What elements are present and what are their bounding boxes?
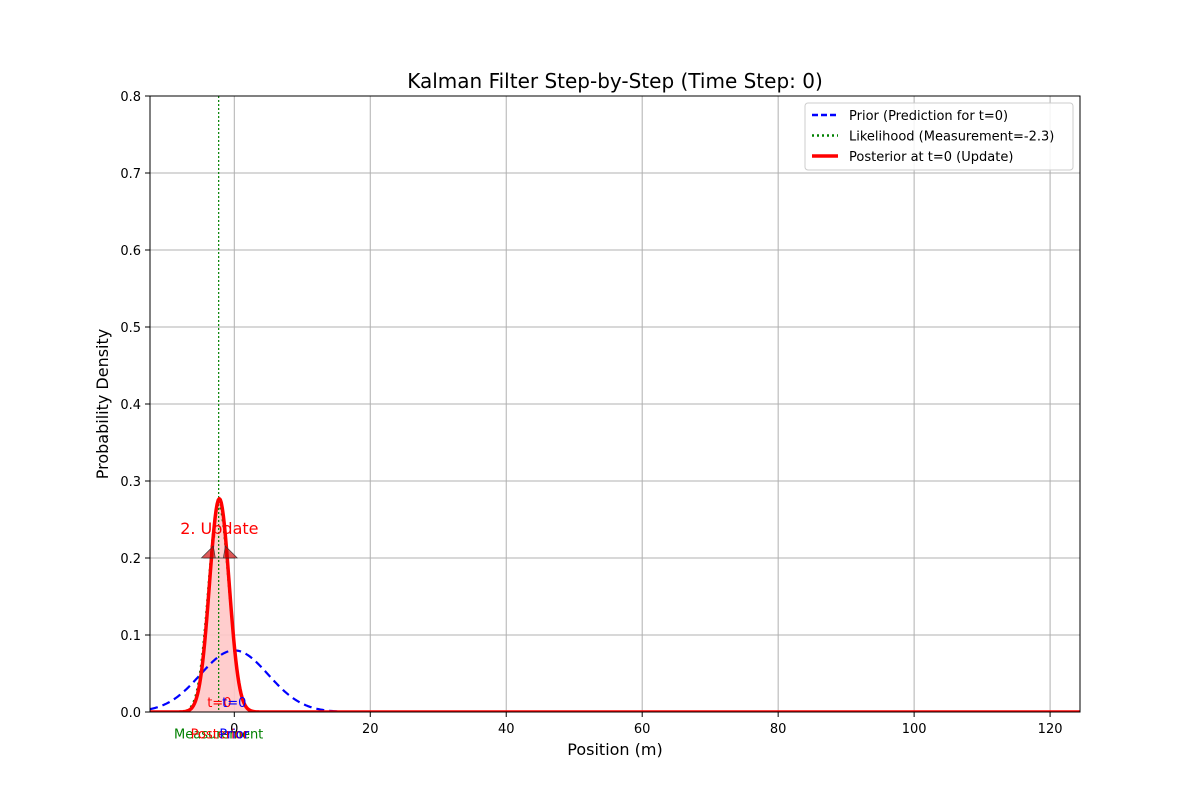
y-tick-label: 0.6 [120,244,141,259]
t0-posterior-label: t=0 [207,696,231,711]
legend-item-posterior-label: Posterior at t=0 (Update) [849,150,1013,165]
series-layer [150,96,1080,712]
y-tick-label: 0.8 [120,90,141,105]
measurement-label: Measurement [174,728,263,743]
x-tick-label: 20 [362,722,379,737]
chart-title: Kalman Filter Step-by-Step (Time Step: 0… [407,69,823,93]
x-tick-label: 60 [634,722,651,737]
y-tick-label: 0.0 [120,706,141,721]
y-axis-label: Probability Density [93,329,112,480]
prior-label: Prior [219,728,250,743]
y-tick-label: 0.4 [120,398,141,413]
legend-item-prior-label: Prior (Prediction for t=0) [849,109,1008,124]
legend: Prior (Prediction for t=0) Likelihood (Me… [804,102,1074,171]
x-axis-label: Position (m) [567,740,662,759]
legend-item-likelihood-label: Likelihood (Measurement=-2.3) [849,130,1054,145]
x-tick-label: 100 [902,722,927,737]
y-tick-label: 0.2 [120,552,141,567]
x-tick-label: 0 [230,722,238,737]
prior-curve [150,649,1080,712]
x-tick-label: 80 [770,722,787,737]
update-arrowhead-right [222,545,239,559]
posterior-label: Posterior [191,728,249,743]
axis-ticks: 0 20 40 60 80 100 120 0.0 0.1 0.2 0.3 0.4 0.5 0.6 0.7 0… [120,90,1062,737]
legend-box [804,102,1074,171]
y-tick-label: 0.5 [120,321,141,336]
plot-frame [149,95,1081,713]
x-tick-label: 120 [1038,722,1063,737]
y-tick-label: 0.3 [120,475,141,490]
y-tick-label: 0.1 [120,629,141,644]
update-arrowhead-left [200,545,216,559]
t0-prior-label: t=0 [222,696,246,711]
y-tick-label: 0.7 [120,167,141,182]
x-tick-label: 40 [498,722,515,737]
update-annotation: 2. Update [180,519,258,538]
legend-items: Prior (Prediction for t=0) Likelihood (Me… [812,109,1054,165]
